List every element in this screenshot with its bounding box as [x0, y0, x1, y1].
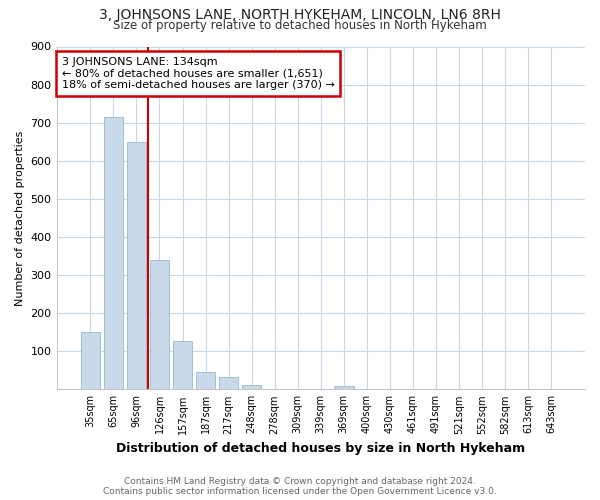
Bar	[242, 384, 262, 390]
Bar	[219, 377, 238, 390]
X-axis label: Distribution of detached houses by size in North Hykeham: Distribution of detached houses by size …	[116, 442, 526, 455]
Bar	[127, 142, 146, 390]
Text: 3 JOHNSONS LANE: 134sqm
← 80% of detached houses are smaller (1,651)
18% of semi: 3 JOHNSONS LANE: 134sqm ← 80% of detache…	[62, 57, 335, 90]
Bar	[80, 332, 100, 390]
Text: Size of property relative to detached houses in North Hykeham: Size of property relative to detached ho…	[113, 18, 487, 32]
Y-axis label: Number of detached properties: Number of detached properties	[15, 130, 25, 306]
Bar	[104, 117, 123, 390]
Bar	[196, 372, 215, 390]
Bar	[173, 340, 193, 390]
Text: Contains HM Land Registry data © Crown copyright and database right 2024.
Contai: Contains HM Land Registry data © Crown c…	[103, 476, 497, 496]
Text: 3, JOHNSONS LANE, NORTH HYKEHAM, LINCOLN, LN6 8RH: 3, JOHNSONS LANE, NORTH HYKEHAM, LINCOLN…	[99, 8, 501, 22]
Bar	[334, 386, 353, 390]
Bar	[149, 260, 169, 390]
